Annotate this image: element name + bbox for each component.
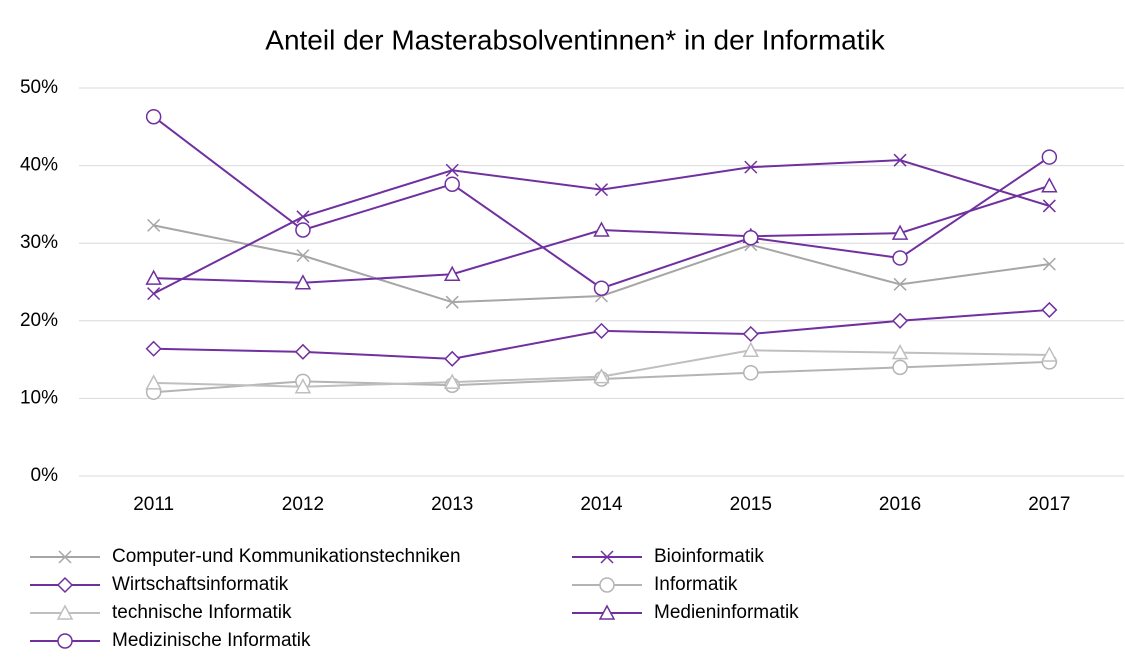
data-point xyxy=(1041,177,1058,193)
data-point xyxy=(145,374,162,390)
legend-marker xyxy=(57,633,73,649)
data-point xyxy=(892,359,908,376)
legend-label: Medieninformatik xyxy=(654,602,799,623)
legend-label: Computer-und Kommunikationstechniken xyxy=(112,546,461,567)
legend-label: Informatik xyxy=(654,574,738,595)
data-point xyxy=(294,343,311,360)
data-point xyxy=(743,230,759,246)
data-point xyxy=(444,350,461,367)
x-tick-label: 2016 xyxy=(879,494,921,515)
data-point xyxy=(445,295,459,309)
data-point xyxy=(1041,149,1058,165)
data-point xyxy=(147,218,161,232)
data-point xyxy=(1041,301,1058,318)
y-tick-label: 0% xyxy=(31,465,59,486)
legend-marker xyxy=(600,550,614,564)
data-point xyxy=(294,378,312,394)
legend-marker xyxy=(599,577,615,593)
y-tick-label: 10% xyxy=(20,387,58,408)
data-point xyxy=(891,224,909,240)
data-point xyxy=(593,280,610,296)
data-point xyxy=(445,163,459,177)
data-point xyxy=(892,312,909,329)
x-tick-label: 2013 xyxy=(431,494,473,515)
legend-label: technische Informatik xyxy=(112,602,292,623)
data-point xyxy=(1042,257,1056,271)
x-tick-label: 2017 xyxy=(1028,494,1070,515)
data-point xyxy=(594,183,609,197)
data-point xyxy=(294,274,312,290)
data-point xyxy=(1042,199,1056,213)
data-point xyxy=(296,210,310,224)
y-tick-label: 40% xyxy=(20,155,58,176)
x-tick-label: 2015 xyxy=(730,494,772,515)
data-point xyxy=(742,325,759,343)
legend-label: Medizinische Informatik xyxy=(112,630,311,651)
data-point xyxy=(296,249,310,263)
data-point xyxy=(147,287,161,301)
legend-label: Wirtschaftsinformatik xyxy=(112,574,289,595)
data-point xyxy=(891,344,909,360)
data-point xyxy=(744,160,758,174)
x-tick-label: 2012 xyxy=(282,494,324,515)
data-point xyxy=(743,365,759,381)
data-point xyxy=(593,221,610,237)
y-tick-label: 50% xyxy=(20,77,58,98)
data-point xyxy=(444,176,460,192)
data-point xyxy=(145,340,162,357)
legend-marker xyxy=(56,576,74,594)
legend-marker xyxy=(56,604,74,620)
data-point xyxy=(892,250,908,266)
legend-marker xyxy=(58,550,72,564)
data-point xyxy=(593,368,610,384)
data-point xyxy=(443,265,461,281)
data-point xyxy=(893,153,907,167)
y-tick-label: 20% xyxy=(20,310,58,331)
data-point xyxy=(593,322,610,339)
series-line xyxy=(153,115,1050,290)
data-point xyxy=(295,222,311,238)
legend-label: Bioinformatik xyxy=(654,546,764,567)
data-point xyxy=(742,341,760,358)
y-tick-label: 30% xyxy=(20,232,58,253)
x-tick-label: 2011 xyxy=(133,494,174,515)
legend-marker xyxy=(598,604,616,620)
data-point xyxy=(443,373,461,389)
x-tick-label: 2014 xyxy=(580,494,623,515)
data-point xyxy=(893,277,907,291)
data-point xyxy=(1041,346,1058,362)
data-point xyxy=(145,269,162,285)
data-point xyxy=(145,108,162,125)
chart-title: Anteil der Masterabsolventinnen* in der … xyxy=(265,24,885,55)
